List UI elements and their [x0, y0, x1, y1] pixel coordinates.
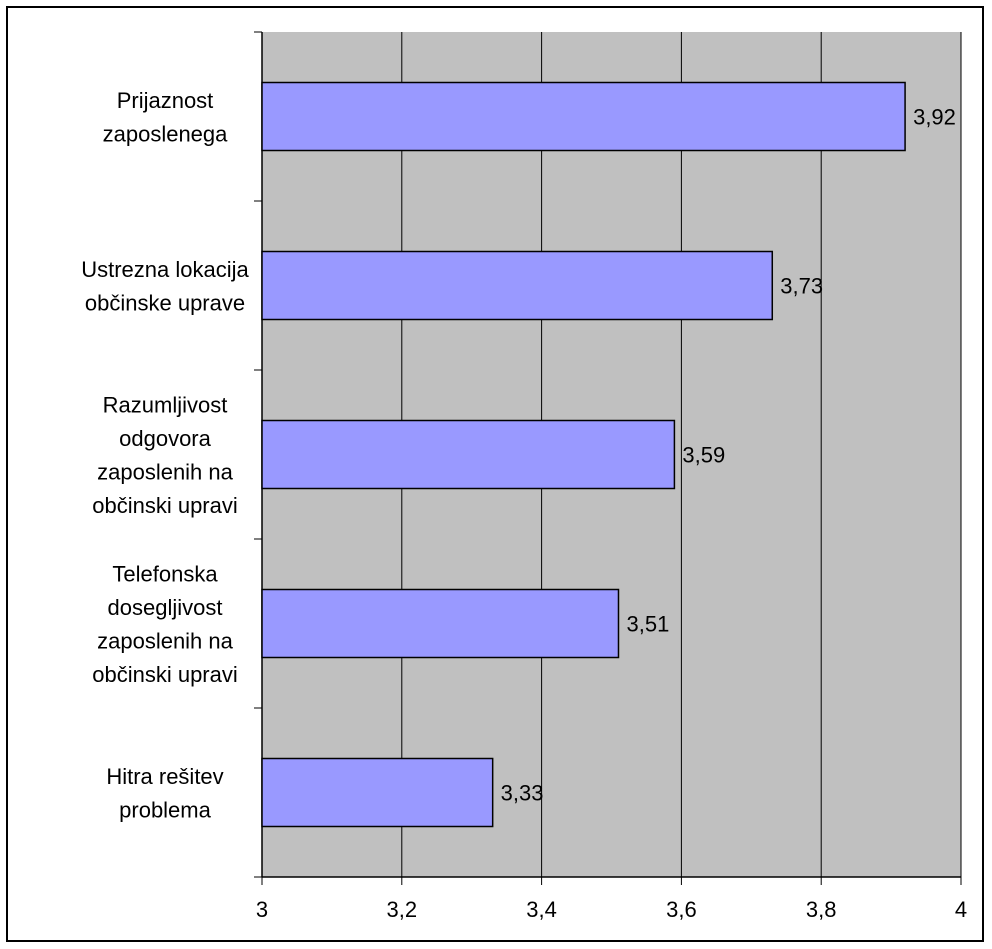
- category-label-line: zaposlenih na: [97, 628, 234, 653]
- bar-value-label: 3,92: [913, 105, 956, 130]
- category-label-line: Ustrezna lokacija: [81, 257, 249, 282]
- category-label: Razumljivost odgovora zaposlenih na občinsk…: [92, 392, 238, 518]
- x-tick-label: 3,6: [666, 897, 697, 922]
- category-label: Prijaznost zaposlenega: [103, 88, 229, 147]
- bars: [261, 81, 906, 828]
- category-label-line: zaposlenih na: [97, 459, 234, 484]
- bar-value-label: 3,73: [780, 274, 823, 299]
- bar-value-label: 3,33: [501, 781, 544, 806]
- bar: [261, 250, 774, 321]
- category-label: Hitra rešitev problema: [106, 764, 223, 823]
- labels: 3 3,2 3,4 3,6 3,8 4 3,92 Prijaznost zaposlenega 3…: [81, 88, 967, 922]
- category-label-line: Telefonska: [112, 561, 218, 586]
- category-label-line: Hitra rešitev: [106, 764, 223, 789]
- category-label-line: Prijaznost: [117, 88, 214, 113]
- x-tick-label: 4: [955, 897, 967, 922]
- category-label-line: občinski upravi: [92, 493, 238, 518]
- bar: [261, 81, 906, 152]
- x-tick-label: 3,8: [806, 897, 837, 922]
- category-label-line: občinski upravi: [92, 662, 238, 687]
- bar: [261, 419, 676, 490]
- category-label-line: zaposlenega: [103, 121, 229, 146]
- category-label: Telefonska dosegljivost zaposlenih na občin…: [92, 561, 238, 687]
- category-label-line: Razumljivost: [103, 392, 228, 417]
- bar: [261, 757, 494, 828]
- x-tick-label: 3,2: [387, 897, 418, 922]
- category-label: Ustrezna lokacija občinske uprave: [81, 257, 249, 316]
- category-label-line: občinske uprave: [85, 290, 245, 315]
- x-tick-label: 3,4: [526, 897, 557, 922]
- category-label-line: dosegljivost: [108, 595, 223, 620]
- x-tick-label: 3: [256, 897, 268, 922]
- bar: [261, 588, 620, 659]
- category-label-line: problema: [119, 797, 211, 822]
- category-label-line: odgovora: [119, 426, 212, 451]
- bar-value-label: 3,51: [626, 612, 669, 637]
- bar-value-label: 3,59: [682, 443, 725, 468]
